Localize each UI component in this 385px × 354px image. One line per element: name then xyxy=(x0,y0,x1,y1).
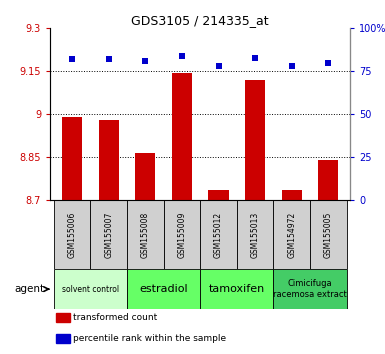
Bar xyxy=(127,269,200,309)
Bar xyxy=(56,334,70,343)
Bar xyxy=(164,200,200,269)
Text: GSM154972: GSM154972 xyxy=(287,211,296,258)
Text: GSM155005: GSM155005 xyxy=(324,211,333,258)
Text: estradiol: estradiol xyxy=(139,284,188,294)
Bar xyxy=(56,313,70,322)
Bar xyxy=(54,269,127,309)
Bar xyxy=(135,153,155,200)
Bar xyxy=(318,160,338,200)
Text: Cimicifuga
racemosa extract: Cimicifuga racemosa extract xyxy=(273,279,347,299)
Point xyxy=(69,56,75,62)
Bar xyxy=(200,200,237,269)
Text: transformed count: transformed count xyxy=(72,313,157,322)
Text: GSM155013: GSM155013 xyxy=(251,211,259,258)
Bar xyxy=(282,190,302,200)
Point xyxy=(289,63,295,69)
Point xyxy=(105,56,112,62)
Text: solvent control: solvent control xyxy=(62,285,119,293)
Point xyxy=(325,60,331,65)
Bar xyxy=(310,200,346,269)
Bar xyxy=(208,190,229,200)
Bar xyxy=(237,200,273,269)
Point xyxy=(216,63,222,69)
Bar xyxy=(62,117,82,200)
Text: GSM155009: GSM155009 xyxy=(177,211,186,258)
Text: GSM155008: GSM155008 xyxy=(141,211,150,258)
Title: GDS3105 / 214335_at: GDS3105 / 214335_at xyxy=(131,14,269,27)
Bar xyxy=(273,269,346,309)
Bar xyxy=(90,200,127,269)
Point xyxy=(252,55,258,60)
Text: percentile rank within the sample: percentile rank within the sample xyxy=(72,334,226,343)
Bar xyxy=(99,120,119,200)
Bar xyxy=(172,73,192,200)
Text: GSM155007: GSM155007 xyxy=(104,211,113,258)
Text: GSM155012: GSM155012 xyxy=(214,211,223,258)
Bar xyxy=(54,200,90,269)
Bar xyxy=(200,269,273,309)
Bar xyxy=(273,200,310,269)
Point xyxy=(179,53,185,59)
Point xyxy=(142,58,148,64)
Text: tamoxifen: tamoxifen xyxy=(209,284,265,294)
Bar xyxy=(245,80,265,200)
Text: GSM155006: GSM155006 xyxy=(67,211,77,258)
Bar xyxy=(127,200,164,269)
Text: agent: agent xyxy=(14,284,45,294)
